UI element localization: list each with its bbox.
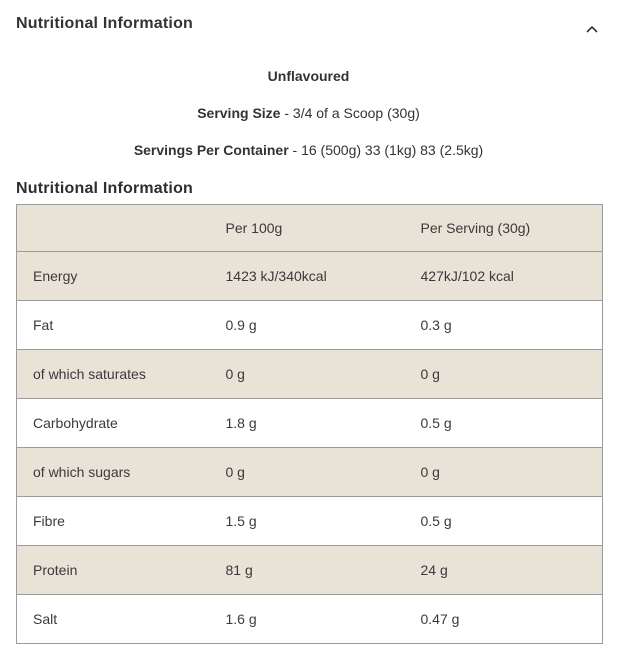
row-per-serving: 0.5 g	[420, 398, 603, 448]
table-row: Protein 81 g 24 g	[16, 545, 603, 595]
nutrition-table-heading: Nutritional Information	[16, 180, 194, 197]
column-header-per-serving: Per Serving (30g)	[420, 204, 603, 252]
row-per-serving: 0 g	[420, 349, 603, 399]
row-per-100g: 1.6 g	[225, 594, 421, 644]
row-label: of which saturates	[16, 349, 226, 399]
row-per-serving: 0.5 g	[420, 496, 603, 546]
table-row: Carbohydrate 1.8 g 0.5 g	[16, 398, 603, 448]
table-header-row: Per 100g Per Serving (30g)	[16, 204, 603, 252]
serving-info-block: Unflavoured Serving Size - 3/4 of a Scoo…	[0, 34, 617, 158]
row-per-serving: 0.3 g	[420, 300, 603, 350]
row-label: Salt	[16, 594, 226, 644]
row-label: Energy	[16, 251, 226, 301]
nutritional-info-accordion-header[interactable]: Nutritional Information	[0, 0, 617, 34]
column-header-blank	[16, 204, 226, 252]
row-per-100g: 1.8 g	[225, 398, 421, 448]
chevron-up-icon[interactable]	[586, 20, 598, 33]
row-per-100g: 0 g	[225, 349, 421, 399]
serving-size-text: Serving Size - 3/4 of a Scoop (30g)	[197, 105, 420, 121]
row-per-100g: 81 g	[225, 545, 421, 595]
row-per-serving: 0 g	[420, 447, 603, 497]
row-label: Protein	[16, 545, 226, 595]
row-label: Carbohydrate	[16, 398, 226, 448]
table-row: Fibre 1.5 g 0.5 g	[16, 496, 603, 546]
row-label: of which sugars	[16, 447, 226, 497]
row-per-100g: 0.9 g	[225, 300, 421, 350]
row-label: Fibre	[16, 496, 226, 546]
table-row: Salt 1.6 g 0.47 g	[16, 594, 603, 644]
accordion-title: Nutritional Information	[16, 15, 194, 32]
servings-per-container-text: Servings Per Container - 16 (500g) 33 (1…	[133, 142, 484, 158]
nutrition-table-body: Energy 1423 kJ/340kcal 427kJ/102 kcal Fat 0.…	[16, 251, 603, 644]
row-per-100g: 1.5 g	[225, 496, 421, 546]
row-per-serving: 24 g	[420, 545, 603, 595]
flavour-text: Unflavoured	[267, 68, 350, 84]
table-row: Energy 1423 kJ/340kcal 427kJ/102 kcal	[16, 251, 603, 301]
row-per-serving: 0.47 g	[420, 594, 603, 644]
table-row: Fat 0.9 g 0.3 g	[16, 300, 603, 350]
row-per-100g: 1423 kJ/340kcal	[225, 251, 421, 301]
nutrition-table: Per 100g Per Serving (30g) Energy 1423 kJ…	[16, 204, 603, 644]
row-label: Fat	[16, 300, 226, 350]
row-per-serving: 427kJ/102 kcal	[420, 251, 603, 301]
row-per-100g: 0 g	[225, 447, 421, 497]
column-header-per-100g: Per 100g	[225, 204, 421, 252]
